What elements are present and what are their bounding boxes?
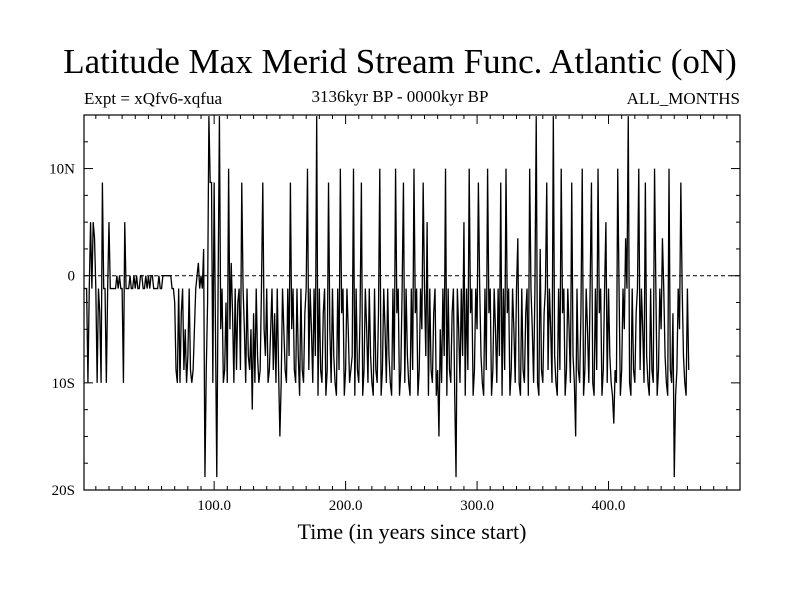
chart-title: Latitude Max Merid Stream Func. Atlantic… [63,42,737,81]
months-label: ALL_MONTHS [626,89,740,108]
y-tick-label: 20S [52,483,75,499]
x-tick-label: 200.0 [329,498,363,514]
x-axis-label: Time (in years since start) [297,519,527,544]
x-tick-label: 400.0 [592,498,626,514]
y-tick-label: 0 [68,269,76,285]
x-tick-label: 100.0 [197,498,231,514]
y-tick-label: 10S [52,376,75,392]
experiment-label: Expt = xQfv6-xqfua [84,89,223,108]
series-line [84,116,690,478]
x-tick-label: 300.0 [460,498,494,514]
time-range-label: 3136kyr BP - 0000kyr BP [311,87,489,106]
y-tick-label: 10N [49,162,75,178]
